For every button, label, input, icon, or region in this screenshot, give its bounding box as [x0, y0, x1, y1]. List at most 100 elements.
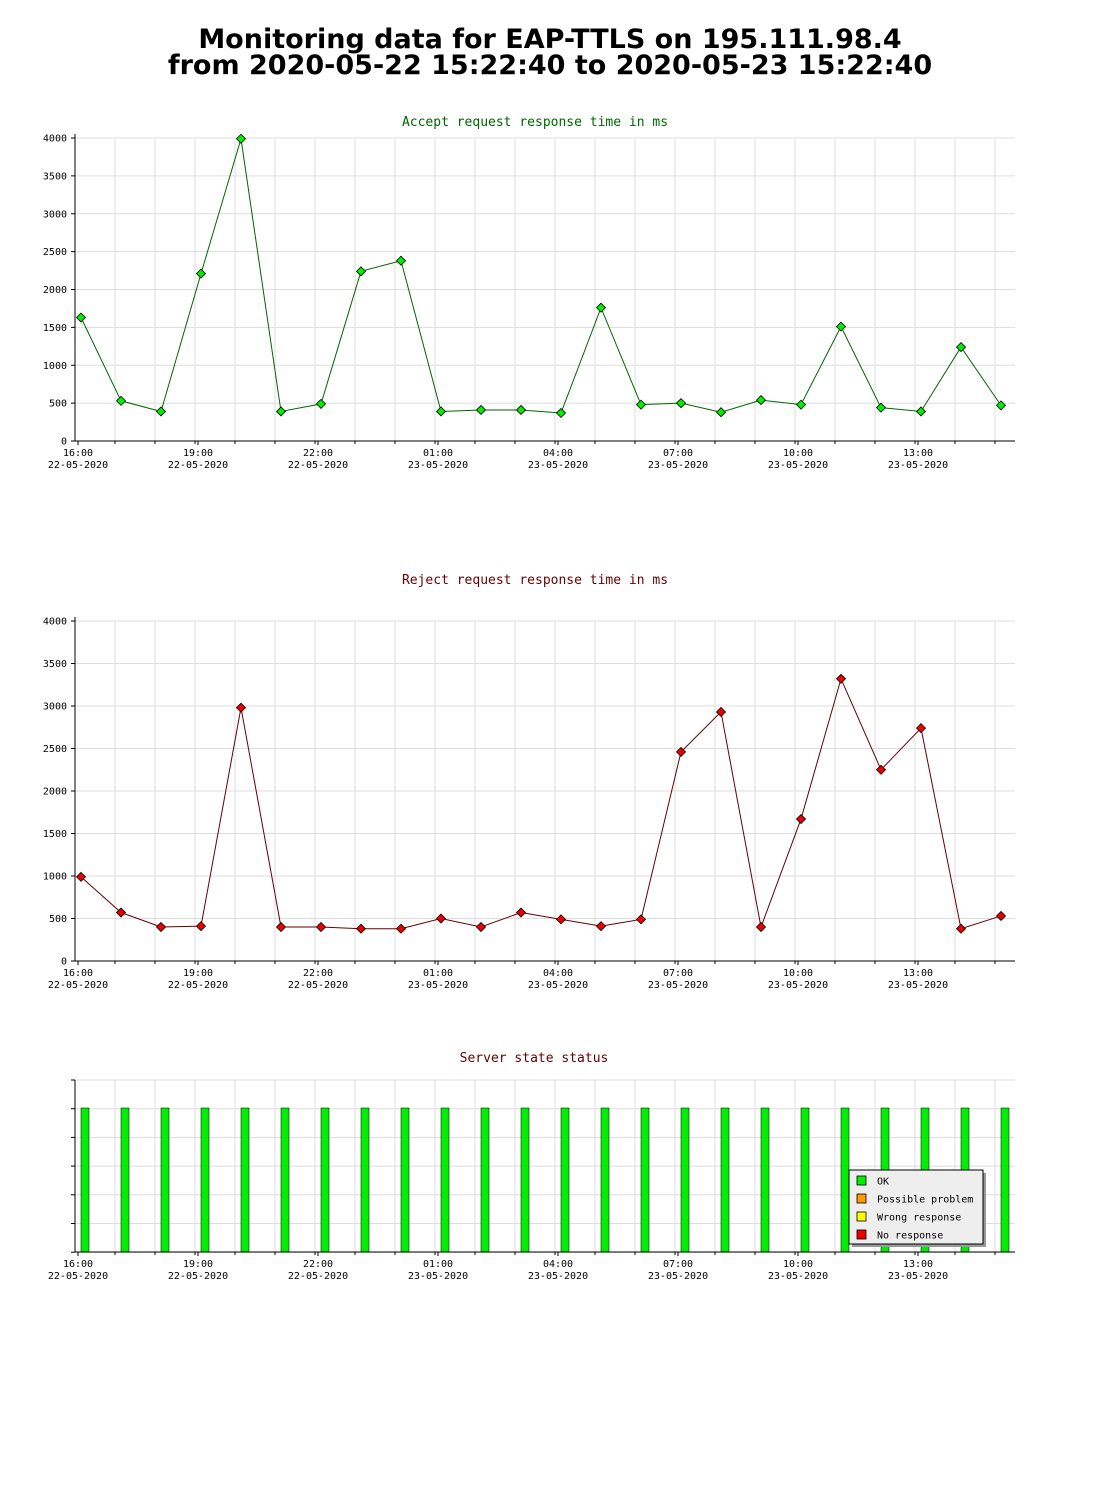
- legend-swatch: [856, 1229, 867, 1240]
- chart-0-data-point: [755, 395, 767, 406]
- chart-0-data-point: [315, 398, 327, 409]
- chart-1-data-point: [915, 723, 927, 734]
- status-x-tick-time: 22:00: [303, 1259, 333, 1270]
- status-bar: [280, 1107, 290, 1253]
- chart-0-data-point: [395, 255, 407, 266]
- page-title-line-2: from 2020-05-22 15:22:40 to 2020-05-23 1…: [167, 50, 933, 81]
- chart-1-data-point: [395, 923, 407, 934]
- status-bar: [400, 1107, 410, 1253]
- chart-1-data-point: [355, 923, 367, 934]
- status-x-tick-time: 19:00: [183, 1259, 213, 1270]
- y-tick-label: 500: [49, 914, 67, 925]
- chart-0-data-point: [675, 398, 687, 409]
- status-bar: [120, 1107, 130, 1253]
- chart-1-data-point: [155, 921, 167, 933]
- status-x-tick-date: 22-05-2020: [288, 1271, 348, 1282]
- y-tick-label: 0: [61, 437, 67, 448]
- chart-1-x-tick-time: 22:00: [303, 968, 333, 979]
- status-x-tick-time: 16:00: [63, 1259, 93, 1270]
- y-tick-label: 3500: [43, 659, 67, 670]
- chart-0-data-point: [195, 268, 207, 279]
- y-tick-label: 2500: [43, 744, 67, 755]
- chart-0-data-point: [235, 133, 247, 144]
- chart-0-data-point: [635, 399, 647, 410]
- chart-1-x-tick-date: 23-05-2020: [888, 980, 948, 991]
- status-bar: [720, 1107, 730, 1253]
- chart-1-data-point: [955, 923, 967, 934]
- status-bar: [1000, 1107, 1010, 1253]
- chart-1-x-tick-time: 19:00: [183, 968, 213, 979]
- legend-label: No response: [877, 1231, 943, 1242]
- chart-0-data-point: [715, 407, 727, 418]
- chart-0-x-tick-time: 04:00: [543, 448, 573, 459]
- status-bar: [800, 1107, 810, 1253]
- chart-0-x-tick-time: 10:00: [783, 448, 813, 459]
- chart-0-data-point: [835, 321, 847, 332]
- chart-0-data-point: [275, 406, 287, 417]
- status-bar: [360, 1107, 370, 1253]
- y-tick-label: 1500: [43, 829, 67, 840]
- chart-1-data-point: [875, 764, 887, 775]
- chart-0-x-tick-date: 23-05-2020: [648, 460, 708, 471]
- chart-0-x-tick-time: 19:00: [183, 448, 213, 459]
- chart-1-data-point: [995, 910, 1007, 922]
- y-tick-label: 4000: [43, 617, 67, 628]
- chart-1-x-tick-date: 22-05-2020: [288, 980, 348, 991]
- status-bar: [640, 1107, 650, 1253]
- status-bar: [840, 1107, 850, 1253]
- status-bar: [440, 1107, 450, 1253]
- chart-1-x-tick-date: 23-05-2020: [408, 980, 468, 991]
- legend-label: OK: [877, 1177, 889, 1188]
- chart-1-data-point: [115, 907, 127, 918]
- chart-1-data-point: [475, 921, 487, 933]
- status-x-tick-time: 07:00: [663, 1259, 693, 1270]
- chart-0-series-line: [80, 138, 1002, 414]
- chart-0-data-point: [555, 407, 567, 419]
- chart-1-data-point: [515, 907, 527, 918]
- legend-swatch: [856, 1175, 867, 1186]
- chart-0-data-point: [595, 302, 607, 313]
- legend-swatch: [856, 1193, 867, 1204]
- y-tick-label: 500: [49, 399, 67, 410]
- server-state-chart: Server state status OK Possible problem Wro…: [48, 1051, 1015, 1282]
- chart-1-data-point: [635, 914, 647, 925]
- chart-1-data-point: [235, 702, 247, 713]
- chart-1-x-tick-date: 23-05-2020: [528, 980, 588, 991]
- status-bar: [480, 1107, 490, 1253]
- status-x-tick-date: 22-05-2020: [168, 1271, 228, 1282]
- chart-0-x-tick-date: 22-05-2020: [168, 460, 228, 471]
- chart-1-x-tick-time: 04:00: [543, 968, 573, 979]
- status-bar: [760, 1107, 770, 1253]
- chart-1-data-point: [795, 813, 807, 825]
- chart-0-data-point: [795, 399, 807, 410]
- y-tick-label: 1500: [43, 323, 67, 334]
- chart-0-x-tick-date: 23-05-2020: [768, 460, 828, 471]
- chart-0-x-tick-date: 22-05-2020: [288, 460, 348, 471]
- chart-1-x-tick-date: 23-05-2020: [648, 980, 708, 991]
- chart-0-data-point: [995, 400, 1007, 411]
- status-x-tick-date: 23-05-2020: [528, 1271, 588, 1282]
- accept-response-chart: Accept request response time in ms 0 500 10…: [43, 115, 1015, 471]
- status-bar: [80, 1107, 90, 1253]
- y-tick-label: 1000: [43, 361, 67, 372]
- chart-0-data-point: [115, 395, 127, 406]
- chart-1-data-point: [755, 921, 767, 933]
- chart-1-data-point: [675, 746, 687, 757]
- chart-title: Reject request response time in ms: [402, 573, 668, 588]
- y-tick-label: 2500: [43, 247, 67, 258]
- chart-0-x-tick-time: 01:00: [423, 448, 453, 459]
- y-tick-label: 2000: [43, 285, 67, 296]
- status-bar: [320, 1107, 330, 1253]
- chart-0-data-point: [75, 312, 87, 323]
- y-tick-label: 0: [61, 957, 67, 968]
- status-x-tick-date: 23-05-2020: [768, 1271, 828, 1282]
- chart-1-data-point: [315, 921, 327, 933]
- chart-0-x-tick-date: 23-05-2020: [528, 460, 588, 471]
- chart-1-data-point: [835, 673, 847, 684]
- chart-1-data-point: [555, 914, 567, 925]
- page-title-line-1: Monitoring data for EAP-TTLS on 195.111.…: [198, 24, 902, 55]
- legend-box: [848, 1169, 984, 1245]
- status-bar: [600, 1107, 610, 1253]
- chart-0-x-tick-time: 07:00: [663, 448, 693, 459]
- chart-1-x-tick-date: 23-05-2020: [768, 980, 828, 991]
